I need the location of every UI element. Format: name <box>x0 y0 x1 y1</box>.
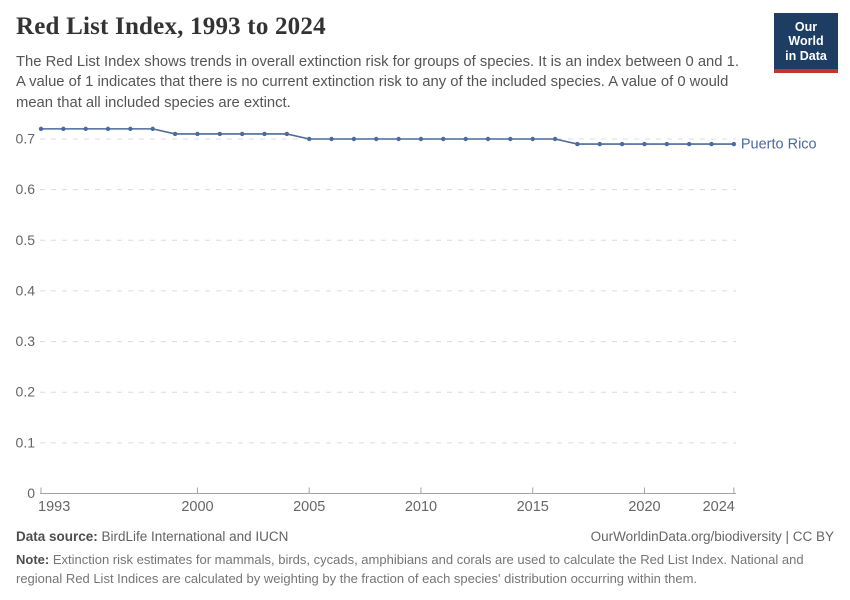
y-axis-tick-label: 0.2 <box>16 384 36 400</box>
series-end-label[interactable]: Puerto Rico <box>741 137 817 153</box>
y-axis-tick-label: 0.3 <box>16 333 36 349</box>
owid-logo-line1: Our World <box>788 20 824 49</box>
x-axis-tick-label: 2005 <box>293 499 325 515</box>
data-source-label: Data source: <box>16 529 98 544</box>
y-axis-tick-label: 0.6 <box>16 181 36 197</box>
x-axis-tick-label: 2000 <box>181 499 213 515</box>
data-point[interactable] <box>329 136 334 142</box>
y-axis-tick-label: 0 <box>27 485 35 501</box>
x-axis-tick-label: 2024 <box>703 499 735 515</box>
data-point[interactable] <box>642 141 647 147</box>
data-point[interactable] <box>552 136 558 142</box>
data-point[interactable] <box>195 131 200 137</box>
data-point[interactable] <box>597 141 602 147</box>
data-source-value: BirdLife International and IUCN <box>97 529 289 544</box>
data-point[interactable] <box>575 141 580 147</box>
y-axis-tick-label: 0.4 <box>16 282 36 298</box>
page-title: Red List Index, 1993 to 2024 <box>16 13 326 40</box>
data-point[interactable] <box>396 136 401 142</box>
data-point[interactable] <box>128 126 133 132</box>
data-point[interactable] <box>508 136 513 142</box>
chart-footer: Data source: BirdLife International and … <box>16 529 834 589</box>
data-point[interactable] <box>239 131 245 137</box>
data-point[interactable] <box>485 136 491 142</box>
y-axis-tick-label: 0.5 <box>16 232 36 248</box>
data-point[interactable] <box>619 141 625 147</box>
data-point[interactable] <box>105 126 111 132</box>
x-axis-tick-label: 1993 <box>38 499 70 515</box>
data-point[interactable] <box>351 136 357 142</box>
data-point[interactable] <box>463 136 468 142</box>
data-source: Data source: BirdLife International and … <box>16 529 288 544</box>
data-point[interactable] <box>217 131 222 137</box>
chart-note: Note: Extinction risk estimates for mamm… <box>16 551 834 589</box>
data-point[interactable] <box>307 136 312 142</box>
data-point[interactable] <box>38 126 44 132</box>
x-axis-tick-label: 2020 <box>628 499 660 515</box>
data-point[interactable] <box>664 141 669 147</box>
chart-subtitle: The Red List Index shows trends in overa… <box>16 54 739 111</box>
data-point[interactable] <box>530 136 535 142</box>
data-point[interactable] <box>709 141 714 147</box>
note-label: Note: <box>16 552 50 567</box>
data-point[interactable] <box>418 136 424 142</box>
x-axis-tick-label: 2010 <box>405 499 437 515</box>
note-value: Extinction risk estimates for mammals, b… <box>16 552 804 586</box>
data-point[interactable] <box>284 131 290 137</box>
data-point[interactable] <box>61 126 66 132</box>
data-point[interactable] <box>441 136 446 142</box>
red-list-index-line-chart[interactable]: 0 0.1 0.2 0.3 0.4 0.5 0.6 0.7 1993 2000 2005 2010 20… <box>0 0 850 526</box>
data-point[interactable] <box>83 126 88 132</box>
owid-logo-line2: in Data <box>785 48 827 63</box>
data-point[interactable] <box>172 131 178 137</box>
data-point[interactable] <box>150 126 155 132</box>
data-point[interactable] <box>686 141 692 147</box>
series-line <box>41 128 734 145</box>
data-point[interactable] <box>262 131 267 137</box>
owid-logo[interactable]: Our World in Data <box>774 13 838 74</box>
y-axis-tick-label: 0.1 <box>16 434 36 450</box>
y-axis-tick-label: 0.7 <box>16 131 36 147</box>
attribution-link[interactable]: OurWorldinData.org/biodiversity | CC BY <box>590 529 834 544</box>
data-point[interactable] <box>731 141 737 147</box>
data-point[interactable] <box>374 136 379 142</box>
x-axis-tick-label: 2015 <box>517 499 549 515</box>
